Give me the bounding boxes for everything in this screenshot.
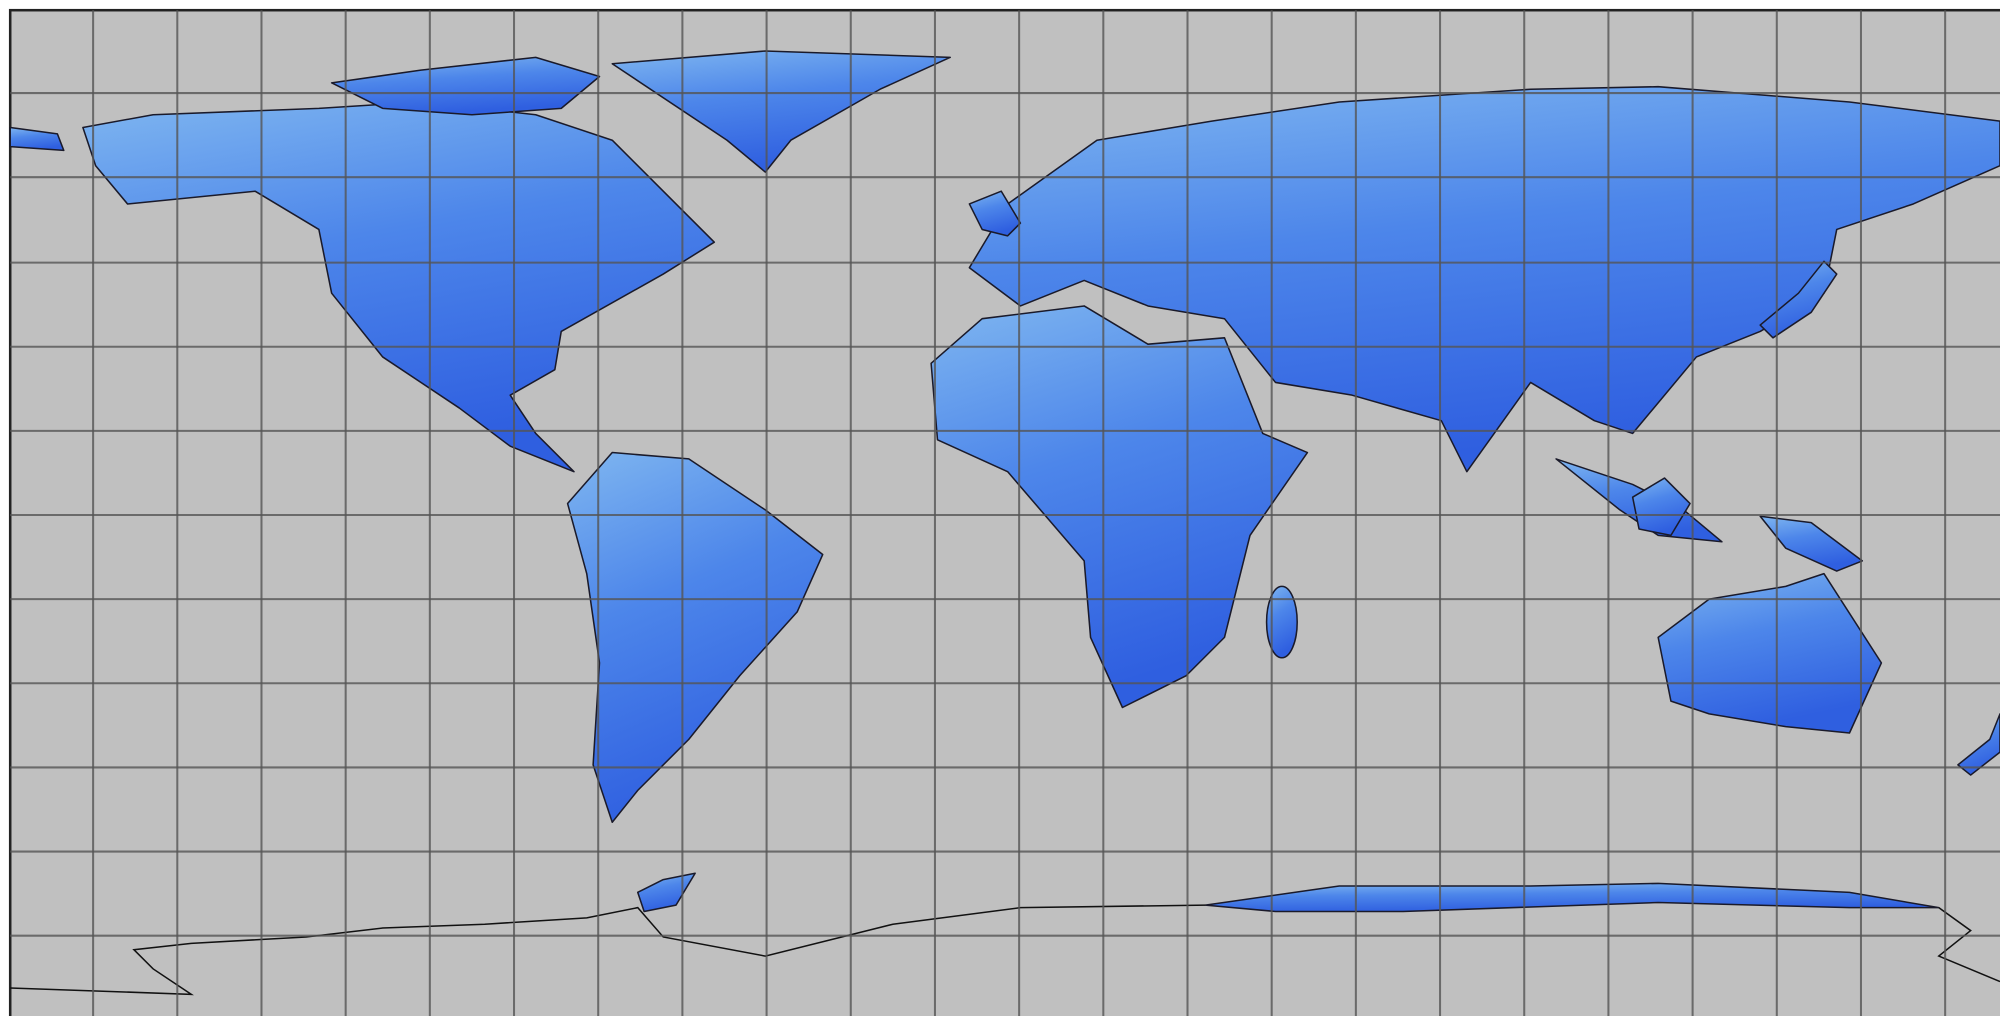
new-zealand bbox=[1957, 713, 2000, 776]
madagascar bbox=[1265, 585, 1298, 659]
landmasses bbox=[9, 50, 2000, 913]
british-isles bbox=[968, 190, 1022, 237]
africa bbox=[930, 305, 1309, 709]
greenland bbox=[611, 50, 952, 173]
eurasia bbox=[968, 85, 2000, 473]
japan bbox=[1759, 260, 1838, 339]
australia bbox=[1657, 572, 1883, 734]
antarctica-west bbox=[636, 872, 696, 913]
borneo bbox=[1631, 477, 1691, 537]
graticule bbox=[10, 10, 2000, 1016]
alaska-west bbox=[9, 126, 65, 152]
new-guinea bbox=[1759, 515, 1864, 572]
